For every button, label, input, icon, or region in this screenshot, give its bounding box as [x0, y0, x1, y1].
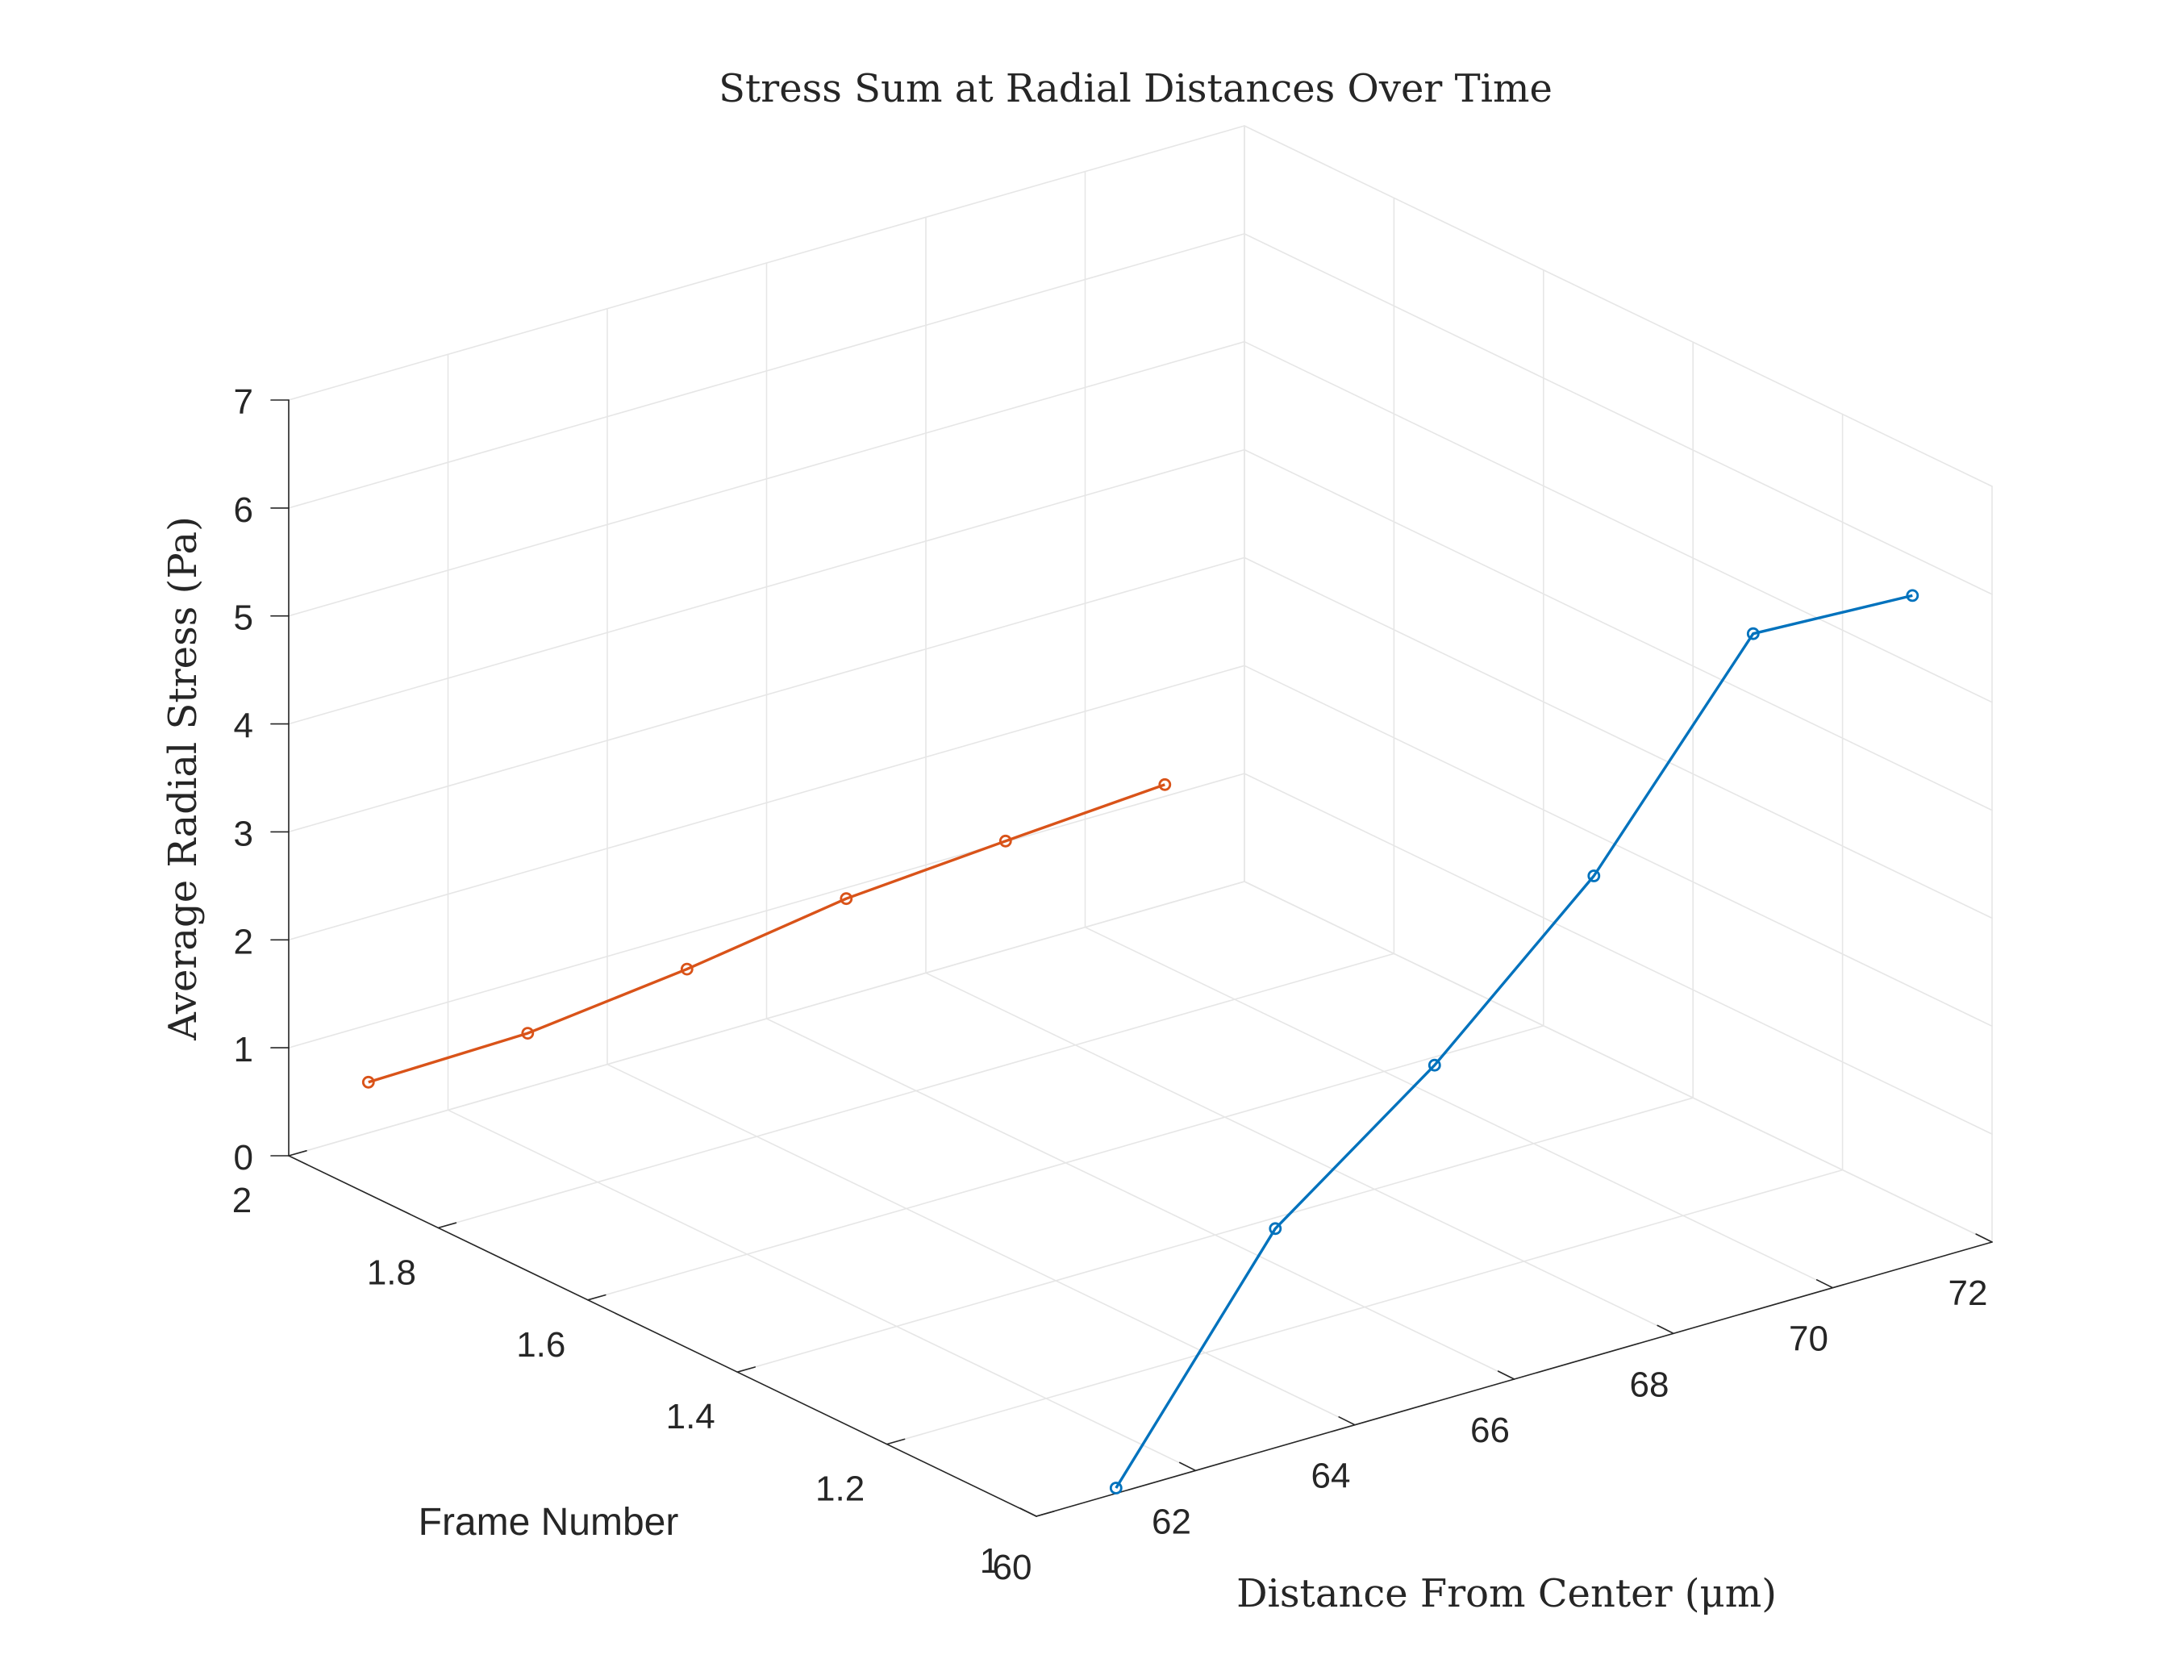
y-tick — [586, 1294, 606, 1301]
data-point — [1906, 589, 1919, 602]
y-tick — [1036, 1511, 1055, 1517]
x-tick-label: 68 — [1630, 1365, 1669, 1404]
data-point — [680, 962, 694, 976]
grid-side-z — [1244, 773, 1993, 1135]
z-tick-label: 3 — [234, 814, 253, 853]
chart-title: Stress Sum at Radial Distances Over Time — [719, 66, 1553, 111]
grid-side-z — [1244, 881, 1993, 1243]
x-tick-label: 60 — [993, 1548, 1032, 1587]
data-point — [1587, 869, 1601, 882]
y-tick-label: 1.8 — [367, 1253, 416, 1292]
grid-back-z — [288, 665, 1245, 941]
z-tick-label: 0 — [234, 1138, 253, 1178]
axes — [270, 399, 1993, 1517]
data-point — [1158, 777, 1172, 791]
grid-side-z — [1244, 448, 1993, 811]
grid-side-z — [1244, 340, 1993, 703]
series-1 — [1109, 589, 1919, 1494]
grid-floor-y — [886, 1169, 1844, 1445]
grid-side-z — [1244, 665, 1993, 1028]
z-tick-label: 7 — [234, 382, 253, 422]
data-point — [521, 1027, 535, 1040]
grid-back-z — [288, 773, 1245, 1048]
grid-floor-y — [437, 953, 1395, 1229]
data-point — [1428, 1058, 1441, 1072]
y-tick — [288, 1150, 307, 1157]
data-point — [840, 892, 853, 906]
data-point — [1746, 627, 1760, 640]
grid-side-z — [1244, 125, 1993, 487]
grid-floor-y — [736, 1097, 1694, 1373]
series-2 — [361, 777, 1172, 1089]
x-tick-label: 66 — [1470, 1411, 1510, 1450]
x-tick — [1019, 1507, 1037, 1517]
data-point — [1269, 1222, 1282, 1236]
grid-back-z — [288, 340, 1245, 617]
grid-back-z — [288, 557, 1245, 833]
x-axis-label: Distance From Center (μm) — [1236, 1571, 1777, 1616]
x-tick-label: 64 — [1311, 1457, 1351, 1496]
data-series — [361, 589, 1919, 1494]
z-tick-label: 5 — [234, 598, 253, 638]
y-axis-line — [288, 1155, 1037, 1517]
x-tick — [1178, 1461, 1197, 1472]
y-tick — [736, 1366, 756, 1373]
data-point — [998, 834, 1012, 848]
grid-floor-x — [606, 1063, 1356, 1426]
z-tick-label: 6 — [234, 490, 253, 530]
grid-floor-y — [586, 1025, 1544, 1301]
grid-side-z — [1244, 233, 1993, 595]
z-tick-label: 4 — [234, 707, 253, 746]
grid-back-z — [288, 125, 1245, 401]
grid-back-z — [288, 233, 1245, 509]
z-tick-label: 1 — [234, 1030, 253, 1069]
x-tick — [1657, 1324, 1674, 1335]
y-tick-label: 1.2 — [815, 1469, 865, 1509]
y-tick-label: 1.4 — [666, 1397, 715, 1436]
grid-floor-x — [1084, 926, 1834, 1289]
grid-floor-x — [925, 972, 1674, 1335]
x-tick — [1497, 1370, 1515, 1380]
x-tick — [1338, 1416, 1356, 1426]
x-tick-label: 72 — [1949, 1274, 1988, 1313]
x-tick-label: 62 — [1152, 1502, 1191, 1541]
z-tick-label: 2 — [234, 922, 253, 961]
data-point — [1109, 1482, 1123, 1494]
x-tick-label: 70 — [1789, 1319, 1828, 1359]
x-tick — [1815, 1279, 1834, 1289]
grid-back-z — [288, 448, 1245, 725]
series-line — [368, 783, 1165, 1084]
x-tick — [1975, 1233, 1993, 1243]
y-tick — [437, 1222, 457, 1229]
series-line — [1115, 594, 1913, 1489]
y-tick-label: 2 — [232, 1181, 252, 1220]
z-axis-label: Average Radial Stress (Pa) — [160, 516, 206, 1041]
grid-lines — [288, 125, 1993, 1517]
grid-side-z — [1244, 557, 1993, 919]
grid-floor-x — [765, 1018, 1515, 1380]
y-tick-label: 1.6 — [516, 1325, 565, 1365]
grid-back-z — [288, 881, 1245, 1157]
y-axis-label: Frame Number — [419, 1501, 679, 1544]
data-point — [361, 1075, 375, 1089]
y-tick-label: 1 — [980, 1541, 999, 1581]
grid-floor-x — [447, 1109, 1197, 1472]
y-tick — [886, 1438, 906, 1445]
